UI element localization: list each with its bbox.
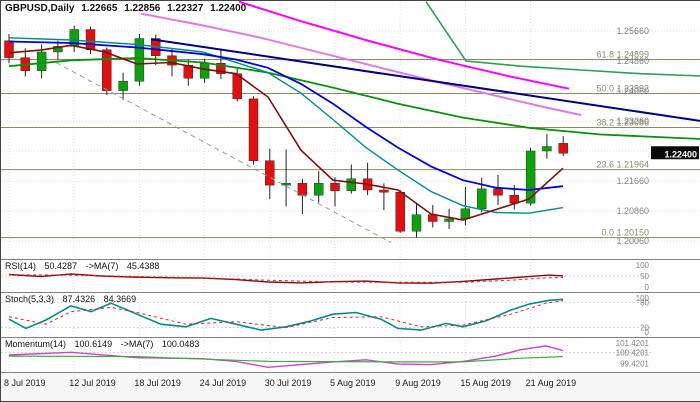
current-price-text: 1.22400	[664, 149, 697, 159]
stoch-indicator-label: Stoch(5,3,3) 87.4326 84.3669	[5, 294, 142, 304]
momentum-indicator-label: Momentum(14) 100.6149 ->MA(7) 100.0483	[5, 339, 205, 349]
date-label: 15 Aug 2019	[460, 378, 511, 388]
ma-slow-green	[8, 57, 700, 140]
momentum-axis-label: 101.4201	[616, 339, 650, 348]
fib-level-label: 0.0 1.20150	[601, 228, 649, 238]
stoch-d-value: 84.3669	[103, 294, 137, 304]
date-label: 8 Jul 2019	[4, 378, 46, 388]
symbol-timeframe-label: GBPUSD,Daily	[5, 3, 75, 14]
ohlc-low: 1.22327	[167, 3, 204, 14]
candle-bear	[216, 63, 226, 74]
candle-bear	[558, 143, 568, 154]
momentum-ma-line	[8, 355, 564, 363]
rsi-axis-label: 100	[636, 261, 650, 270]
trendline-navy	[150, 38, 700, 122]
date-axis-strip	[1, 373, 700, 401]
current-price-tag	[651, 146, 699, 160]
rsi-axis-label: 0	[645, 283, 650, 292]
candle-bull	[542, 146, 552, 152]
stoch-k-line	[8, 298, 564, 331]
rsi-value: 50.4287	[44, 261, 78, 271]
candle-bull	[346, 178, 356, 191]
stoch-axis-label: 80	[640, 298, 649, 307]
candle-bear	[493, 188, 503, 196]
momentum-name: Momentum(14)	[5, 339, 67, 349]
price-axis-label: 1.23260	[616, 116, 649, 126]
candle-bull	[118, 81, 128, 91]
rsi-name: RSI(14)	[5, 261, 37, 271]
candle-bull	[444, 218, 454, 222]
date-label: 9 Aug 2019	[395, 378, 441, 388]
candle-bull	[460, 208, 471, 220]
price-axis-label: 1.20060	[616, 236, 649, 246]
fib-level-label: 61.8 1.24899	[596, 50, 649, 60]
date-label: 30 Jul 2019	[265, 378, 312, 388]
candle-bull	[525, 150, 536, 204]
ma-fast-maroon	[8, 44, 564, 221]
stoch-d-line	[8, 300, 564, 329]
candle-bear	[297, 183, 308, 196]
ma-plum	[140, 12, 582, 116]
momentum-axis-label: 100.4201	[616, 349, 650, 358]
candle-bear	[379, 189, 389, 193]
rsi-line	[8, 273, 564, 284]
date-label: 21 Aug 2019	[526, 378, 577, 388]
price-axis-label: 1.21660	[616, 176, 649, 186]
chart-title: GBPUSD,Daily 1.22665 1.22856 1.22327 1.2…	[5, 3, 250, 14]
rsi-axis-label: 50	[640, 272, 649, 281]
date-label: 5 Aug 2019	[330, 378, 376, 388]
stoch-axis-label: 100	[636, 294, 650, 303]
stoch-axis-label: 0	[645, 328, 650, 337]
candle-bull	[411, 214, 422, 232]
stoch-k-value: 87.4326	[62, 294, 96, 304]
price-axis-label: 1.20860	[616, 206, 649, 216]
candle-bear	[248, 98, 259, 161]
price-axis-label: 1.24860	[616, 56, 649, 66]
fib-level-label: 23.6 1.21964	[596, 160, 649, 170]
date-label: 18 Jul 2019	[134, 378, 181, 388]
date-label: 24 Jul 2019	[200, 378, 247, 388]
stoch-axis-label: 20	[640, 324, 649, 333]
rsi-ma-line	[8, 274, 564, 283]
candle-bear	[85, 29, 96, 50]
candle-bull	[477, 188, 487, 209]
candle-bull	[134, 38, 145, 82]
candle-bull	[199, 63, 210, 79]
rsi-ma-value: 45.4388	[126, 261, 160, 271]
candle-bear	[183, 64, 194, 79]
fib-level-label: 38.2 1.23086	[596, 118, 649, 128]
ma-mid-blue	[8, 40, 564, 191]
momentum-value: 100.6149	[74, 339, 113, 349]
stoch-name: Stoch(5,3,3)	[5, 294, 55, 304]
ohlc-open: 1.22665	[81, 3, 118, 14]
candle-bear	[265, 160, 275, 186]
candle-bull	[36, 51, 47, 71]
momentum-ma-name: ->MA(7)	[120, 339, 154, 349]
price-axis-label: 1.25660	[616, 26, 649, 36]
candle-bull	[314, 183, 324, 196]
fib-level-label: 50.0 1.23992	[596, 84, 649, 94]
candle-bear	[4, 40, 14, 58]
candle-bear	[428, 214, 438, 222]
date-label: 12 Jul 2019	[69, 378, 116, 388]
rsi-ma-name: ->MA(7)	[85, 261, 119, 271]
candle-bull	[281, 183, 291, 186]
ohlc-close: 1.22400	[210, 3, 247, 14]
green-upper-line	[425, 1, 700, 77]
ma-magenta	[238, 1, 570, 90]
candle-bull	[53, 46, 63, 53]
momentum-ma-value: 100.0483	[161, 339, 200, 349]
candle-bear	[102, 49, 112, 91]
ohlc-high: 1.22856	[124, 3, 161, 14]
candle-bear	[330, 183, 340, 191]
candle-bear	[395, 192, 405, 232]
price-axis-label: 1.24060	[616, 86, 649, 96]
momentum-axis-label: 99.4201	[620, 359, 649, 368]
rsi-indicator-label: RSI(14) 50.4287 ->MA(7) 45.4388	[5, 261, 165, 271]
trendline-dashed	[55, 62, 392, 243]
